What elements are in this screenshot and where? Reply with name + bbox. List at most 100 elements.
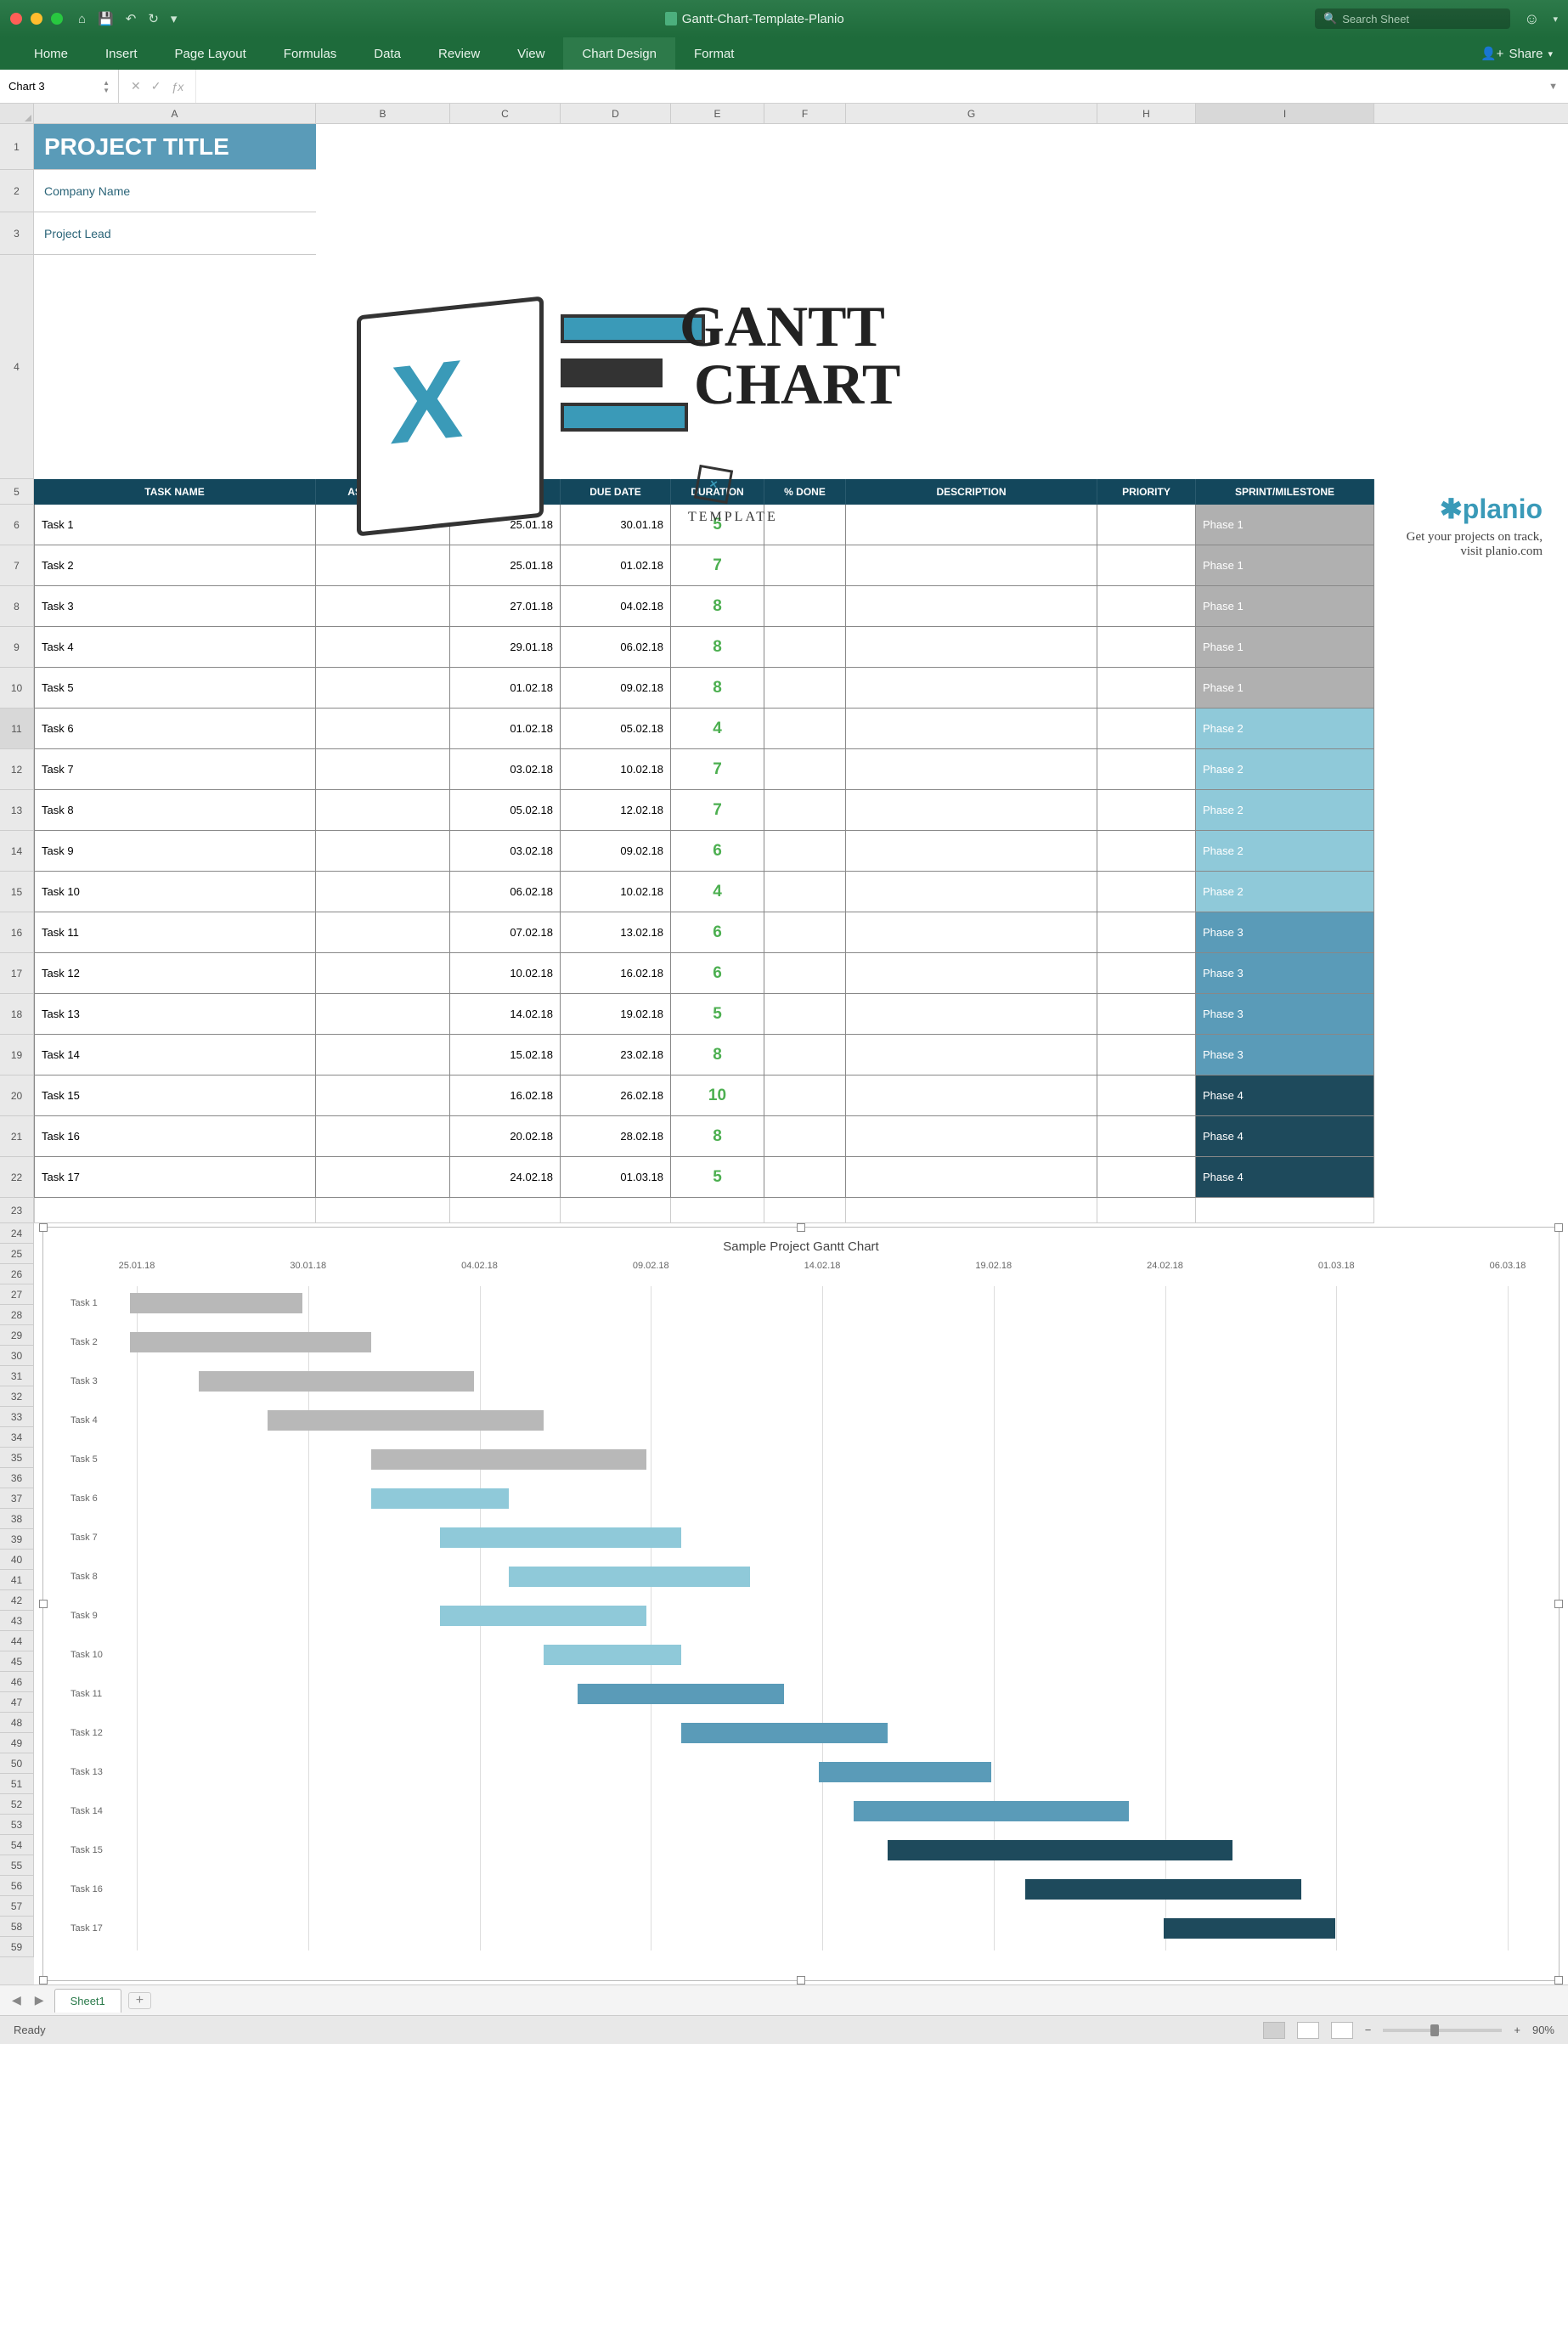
task-row[interactable]: Task 1516.02.1826.02.1810Phase 4: [34, 1075, 1568, 1116]
row-header-17[interactable]: 17: [0, 953, 34, 994]
row-header-26[interactable]: 26: [0, 1264, 34, 1284]
td-desc[interactable]: [846, 1035, 1097, 1075]
td-task-name[interactable]: Task 7: [34, 749, 316, 790]
row-header-1[interactable]: 1: [0, 124, 34, 170]
row-header-34[interactable]: 34: [0, 1427, 34, 1448]
col-header-A[interactable]: A: [34, 104, 316, 123]
gantt-bar[interactable]: [440, 1606, 646, 1626]
stepper-icon[interactable]: ▲▼: [103, 79, 110, 94]
td-due[interactable]: 13.02.18: [561, 912, 671, 953]
td-done[interactable]: [764, 994, 846, 1035]
col-header-I[interactable]: I: [1196, 104, 1374, 123]
td-due[interactable]: 23.02.18: [561, 1035, 671, 1075]
empty-cell[interactable]: [34, 1198, 316, 1223]
td-start[interactable]: 16.02.18: [450, 1075, 561, 1116]
td-done[interactable]: [764, 1116, 846, 1157]
row-header-7[interactable]: 7: [0, 545, 34, 586]
row-header-18[interactable]: 18: [0, 994, 34, 1035]
row-header-21[interactable]: 21: [0, 1116, 34, 1157]
col-header-H[interactable]: H: [1097, 104, 1196, 123]
select-all-corner[interactable]: [0, 104, 34, 123]
share-button[interactable]: Share: [1509, 47, 1543, 61]
view-normal-icon[interactable]: [1263, 2022, 1285, 2039]
empty-cell[interactable]: [1196, 1198, 1374, 1223]
gantt-bar[interactable]: [199, 1371, 474, 1392]
td-start[interactable]: 01.02.18: [450, 668, 561, 709]
td-desc[interactable]: [846, 953, 1097, 994]
task-row[interactable]: Task 1107.02.1813.02.186Phase 3: [34, 912, 1568, 953]
col-header-G[interactable]: G: [846, 104, 1097, 123]
td-priority[interactable]: [1097, 627, 1196, 668]
cancel-icon[interactable]: ✕: [131, 79, 141, 93]
td-task-name[interactable]: Task 15: [34, 1075, 316, 1116]
td-priority[interactable]: [1097, 1116, 1196, 1157]
td-task-name[interactable]: Task 8: [34, 790, 316, 831]
gantt-bar[interactable]: [268, 1410, 543, 1431]
row-header-6[interactable]: 6: [0, 505, 34, 545]
row-header-43[interactable]: 43: [0, 1611, 34, 1631]
td-due[interactable]: 12.02.18: [561, 790, 671, 831]
td-start[interactable]: 20.02.18: [450, 1116, 561, 1157]
view-page-break-icon[interactable]: [1331, 2022, 1353, 2039]
td-desc[interactable]: [846, 912, 1097, 953]
undo-icon[interactable]: ↶: [126, 11, 137, 26]
td-assigned[interactable]: [316, 709, 450, 749]
td-priority[interactable]: [1097, 953, 1196, 994]
row-header-13[interactable]: 13: [0, 790, 34, 831]
fx-icon[interactable]: ƒx: [171, 80, 183, 93]
col-header-F[interactable]: F: [764, 104, 846, 123]
ribbon-tab-review[interactable]: Review: [420, 37, 499, 70]
th-task-name[interactable]: TASK NAME: [34, 479, 316, 505]
redo-icon[interactable]: ↻: [148, 11, 159, 26]
row-header-11[interactable]: 11: [0, 709, 34, 749]
td-duration[interactable]: 8: [671, 1116, 764, 1157]
td-duration[interactable]: 5: [671, 1157, 764, 1198]
row-header-50[interactable]: 50: [0, 1753, 34, 1774]
td-duration[interactable]: 6: [671, 912, 764, 953]
td-desc[interactable]: [846, 749, 1097, 790]
td-phase[interactable]: Phase 1: [1196, 668, 1374, 709]
name-box[interactable]: Chart 3 ▲▼: [0, 70, 119, 103]
td-phase[interactable]: Phase 3: [1196, 953, 1374, 994]
row-header-15[interactable]: 15: [0, 872, 34, 912]
td-task-name[interactable]: Task 13: [34, 994, 316, 1035]
chart-resize-handle[interactable]: [797, 1976, 805, 1984]
minimize-icon[interactable]: [31, 13, 42, 25]
row-header-25[interactable]: 25: [0, 1244, 34, 1264]
td-priority[interactable]: [1097, 1035, 1196, 1075]
td-assigned[interactable]: [316, 953, 450, 994]
td-duration[interactable]: 7: [671, 790, 764, 831]
empty-cell[interactable]: [561, 1198, 671, 1223]
company-name-cell[interactable]: Company Name: [34, 170, 316, 212]
td-desc[interactable]: [846, 668, 1097, 709]
row-header-51[interactable]: 51: [0, 1774, 34, 1794]
td-desc[interactable]: [846, 831, 1097, 872]
row-header-48[interactable]: 48: [0, 1713, 34, 1733]
row-header-4[interactable]: 4: [0, 255, 34, 479]
gantt-bar[interactable]: [130, 1332, 371, 1352]
row-header-5[interactable]: 5: [0, 479, 34, 505]
gantt-bar[interactable]: [1164, 1918, 1336, 1939]
td-assigned[interactable]: [316, 749, 450, 790]
td-duration[interactable]: 7: [671, 749, 764, 790]
td-desc[interactable]: [846, 1075, 1097, 1116]
add-sheet-button[interactable]: +: [128, 1992, 151, 2009]
gantt-bar[interactable]: [819, 1762, 991, 1782]
td-phase[interactable]: Phase 3: [1196, 994, 1374, 1035]
td-duration[interactable]: 4: [671, 709, 764, 749]
maximize-icon[interactable]: [51, 13, 63, 25]
empty-cell[interactable]: [671, 1198, 764, 1223]
td-start[interactable]: 14.02.18: [450, 994, 561, 1035]
td-due[interactable]: 10.02.18: [561, 749, 671, 790]
task-row[interactable]: Task 1314.02.1819.02.185Phase 3: [34, 994, 1568, 1035]
td-phase[interactable]: Phase 3: [1196, 912, 1374, 953]
gantt-bar[interactable]: [371, 1449, 646, 1470]
row-header-49[interactable]: 49: [0, 1733, 34, 1753]
td-due[interactable]: 16.02.18: [561, 953, 671, 994]
gantt-bar[interactable]: [544, 1645, 681, 1665]
td-priority[interactable]: [1097, 831, 1196, 872]
td-task-name[interactable]: Task 3: [34, 586, 316, 627]
td-assigned[interactable]: [316, 1116, 450, 1157]
row-header-28[interactable]: 28: [0, 1305, 34, 1325]
td-assigned[interactable]: [316, 872, 450, 912]
